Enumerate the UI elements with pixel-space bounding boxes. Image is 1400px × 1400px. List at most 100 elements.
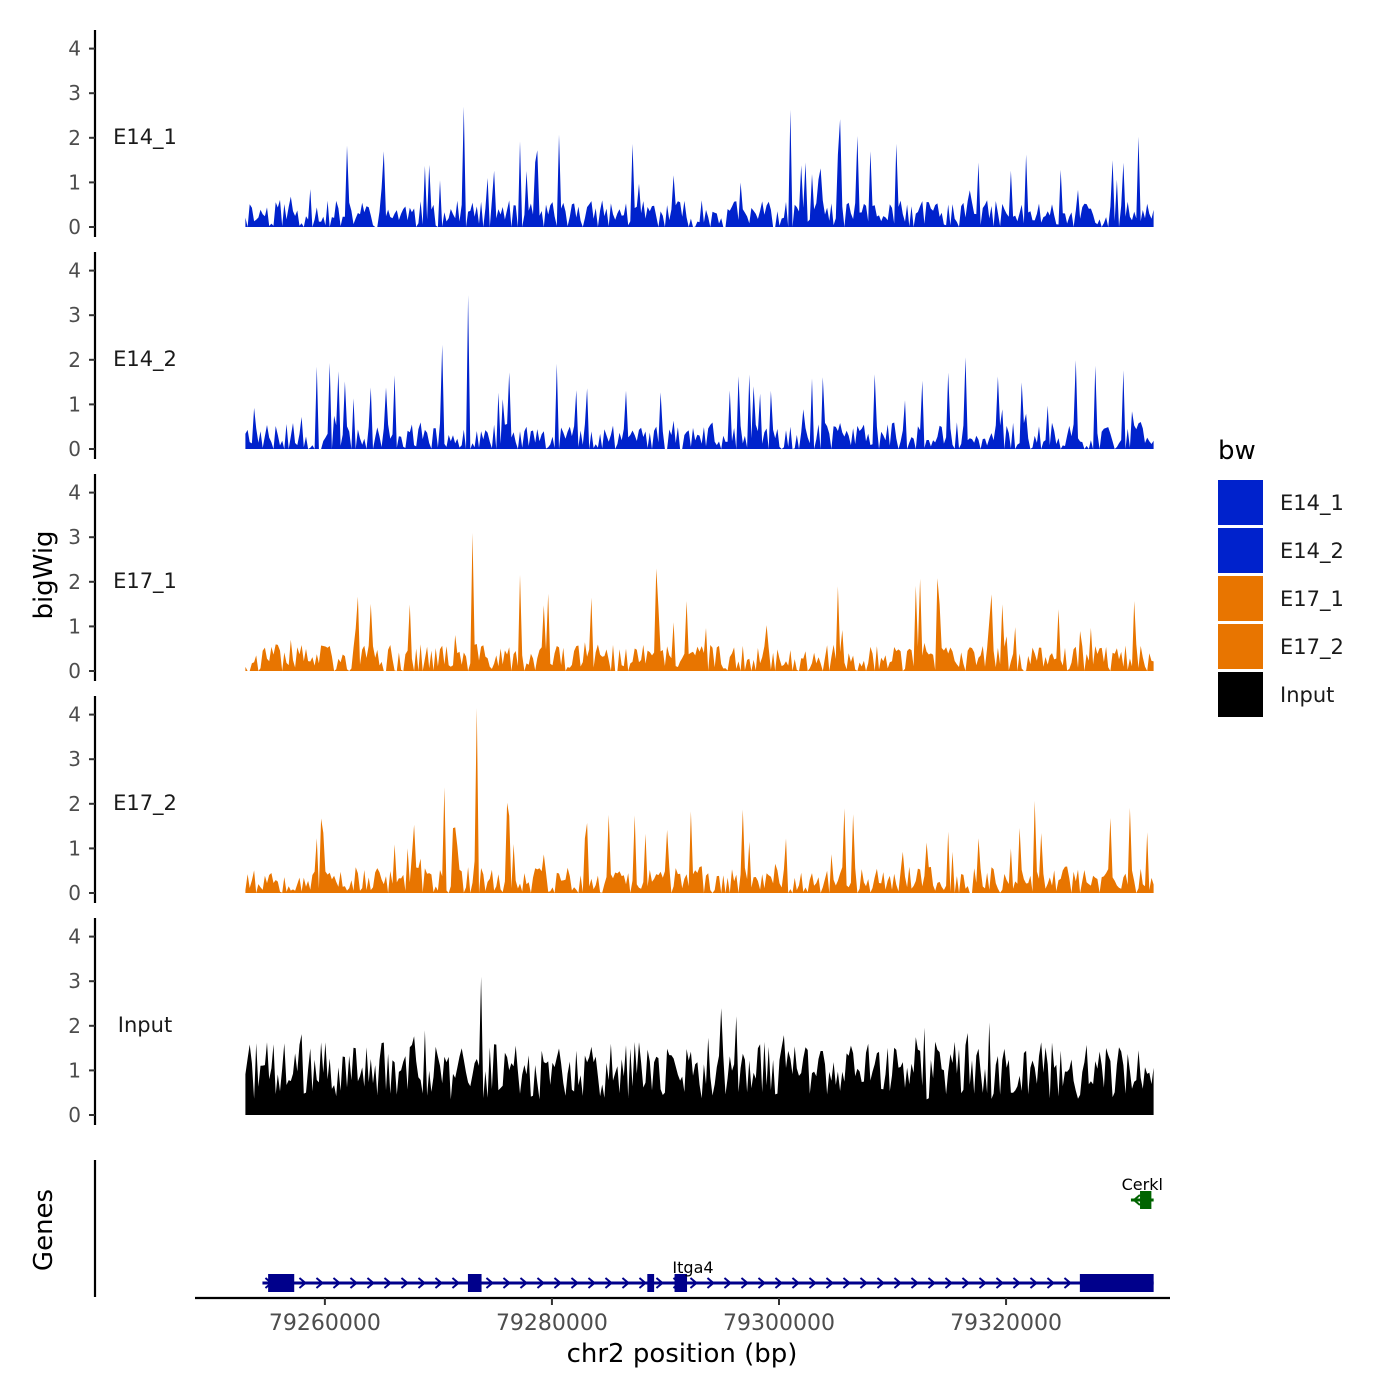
strand-chevron (451, 1277, 461, 1289)
strand-chevron (519, 1277, 529, 1289)
y-tick-label: 1 (68, 1058, 81, 1082)
y-axis-title: bigWig (29, 530, 59, 619)
track-e17_1: 0 1 2 3 4 E17_1 (68, 474, 1154, 683)
strand-chevron (978, 1277, 988, 1289)
strand-chevron (570, 1277, 580, 1289)
gene-exon (467, 1274, 482, 1292)
strand-chevron (655, 1277, 665, 1289)
y-tick-label: 3 (68, 969, 81, 993)
coverage-area (245, 532, 1154, 671)
strand-chevron (434, 1277, 444, 1289)
strand-chevron (842, 1277, 852, 1289)
strand-chevron (553, 1277, 563, 1289)
gene-exon (1079, 1274, 1154, 1292)
strand-chevron (825, 1277, 835, 1289)
track-e17_2: 0 1 2 3 4 E17_2 (68, 696, 1154, 905)
coverage-area (245, 106, 1154, 227)
y-tick-label: 2 (68, 348, 81, 372)
legend: E14_1 E14_2 E17_1 E17_2 Input (1218, 480, 1344, 717)
gene-exon (674, 1274, 688, 1292)
strand-chevron (893, 1277, 903, 1289)
track-label: E14_2 (113, 347, 177, 372)
legend-label: Input (1280, 683, 1334, 707)
track-label: E14_1 (113, 125, 177, 150)
y-tick-label: 0 (68, 437, 81, 461)
y-tick-label: 1 (68, 392, 81, 416)
x-tick-label: 79300000 (723, 1311, 835, 1336)
y-tick-label: 2 (68, 570, 81, 594)
gene-exon (1140, 1191, 1152, 1209)
track-e14_1: 0 1 2 3 4 E14_1 (68, 30, 1154, 239)
legend-label: E17_1 (1280, 587, 1344, 612)
y-tick-label: 4 (68, 925, 81, 949)
x-axis: 79260000 79280000 79300000 79320000 (195, 1296, 1170, 1336)
x-tick-label: 79280000 (496, 1311, 608, 1336)
y-tick-label: 0 (68, 881, 81, 905)
x-tick-label: 79320000 (950, 1311, 1062, 1336)
strand-chevron (961, 1277, 971, 1289)
legend-swatch (1218, 624, 1263, 669)
strand-chevron (400, 1277, 410, 1289)
strand-chevron (740, 1277, 750, 1289)
track-input: 0 1 2 3 4 Input (68, 918, 1154, 1127)
genes-axis-title: Genes (29, 1189, 59, 1271)
strand-chevron (791, 1277, 801, 1289)
strand-chevron (383, 1277, 393, 1289)
strand-chevron (638, 1277, 648, 1289)
strand-chevron (349, 1277, 359, 1289)
strand-chevron (332, 1277, 342, 1289)
strand-chevron (927, 1277, 937, 1289)
track-label: E17_2 (113, 791, 177, 816)
y-tick-label: 2 (68, 792, 81, 816)
y-tick-label: 4 (68, 259, 81, 283)
legend-title: bw (1218, 436, 1256, 466)
strand-chevron (366, 1277, 376, 1289)
strand-chevron (587, 1277, 597, 1289)
y-tick-label: 2 (68, 1014, 81, 1038)
strand-chevron (604, 1277, 614, 1289)
coverage-area (245, 707, 1154, 893)
strand-chevron (995, 1277, 1005, 1289)
track-label: E17_1 (113, 569, 177, 594)
legend-swatch (1218, 480, 1263, 525)
y-tick-label: 3 (68, 303, 81, 327)
y-tick-label: 4 (68, 37, 81, 61)
gene-label: Cerkl (1122, 1175, 1163, 1194)
strand-chevron (621, 1277, 631, 1289)
strand-chevron (1063, 1277, 1073, 1289)
strand-chevron (757, 1277, 767, 1289)
strand-chevron (298, 1277, 308, 1289)
strand-chevron (859, 1277, 869, 1289)
strand-chevron (315, 1277, 325, 1289)
coverage-area (245, 976, 1154, 1115)
x-axis-title: chr2 position (bp) (567, 1339, 798, 1369)
strand-chevron (808, 1277, 818, 1289)
legend-label: E14_1 (1280, 491, 1344, 516)
track-e14_2: 0 1 2 3 4 E14_2 (68, 252, 1154, 461)
strand-chevron (1132, 1194, 1141, 1206)
track-label: Input (118, 1013, 172, 1037)
y-tick-label: 4 (68, 481, 81, 505)
gene-exon (647, 1274, 655, 1292)
legend-label: E17_2 (1280, 635, 1344, 660)
strand-chevron (706, 1277, 716, 1289)
legend-swatch (1218, 528, 1263, 573)
strand-chevron (876, 1277, 886, 1289)
strand-chevron (1012, 1277, 1022, 1289)
y-tick-label: 0 (68, 215, 81, 239)
genes-panel: Itga4 Cerkl (93, 1160, 1163, 1297)
gene-itga4: Itga4 (262, 1258, 1154, 1292)
strand-chevron (502, 1277, 512, 1289)
strand-chevron (723, 1277, 733, 1289)
strand-chevron (910, 1277, 920, 1289)
strand-chevron (1046, 1277, 1056, 1289)
gene-exon (268, 1274, 295, 1292)
y-tick-label: 0 (68, 1103, 81, 1127)
strand-chevron (1029, 1277, 1039, 1289)
y-tick-label: 0 (68, 659, 81, 683)
strand-chevron (485, 1277, 495, 1289)
y-tick-label: 1 (68, 614, 81, 638)
gene-cerkl: Cerkl (1122, 1175, 1163, 1209)
